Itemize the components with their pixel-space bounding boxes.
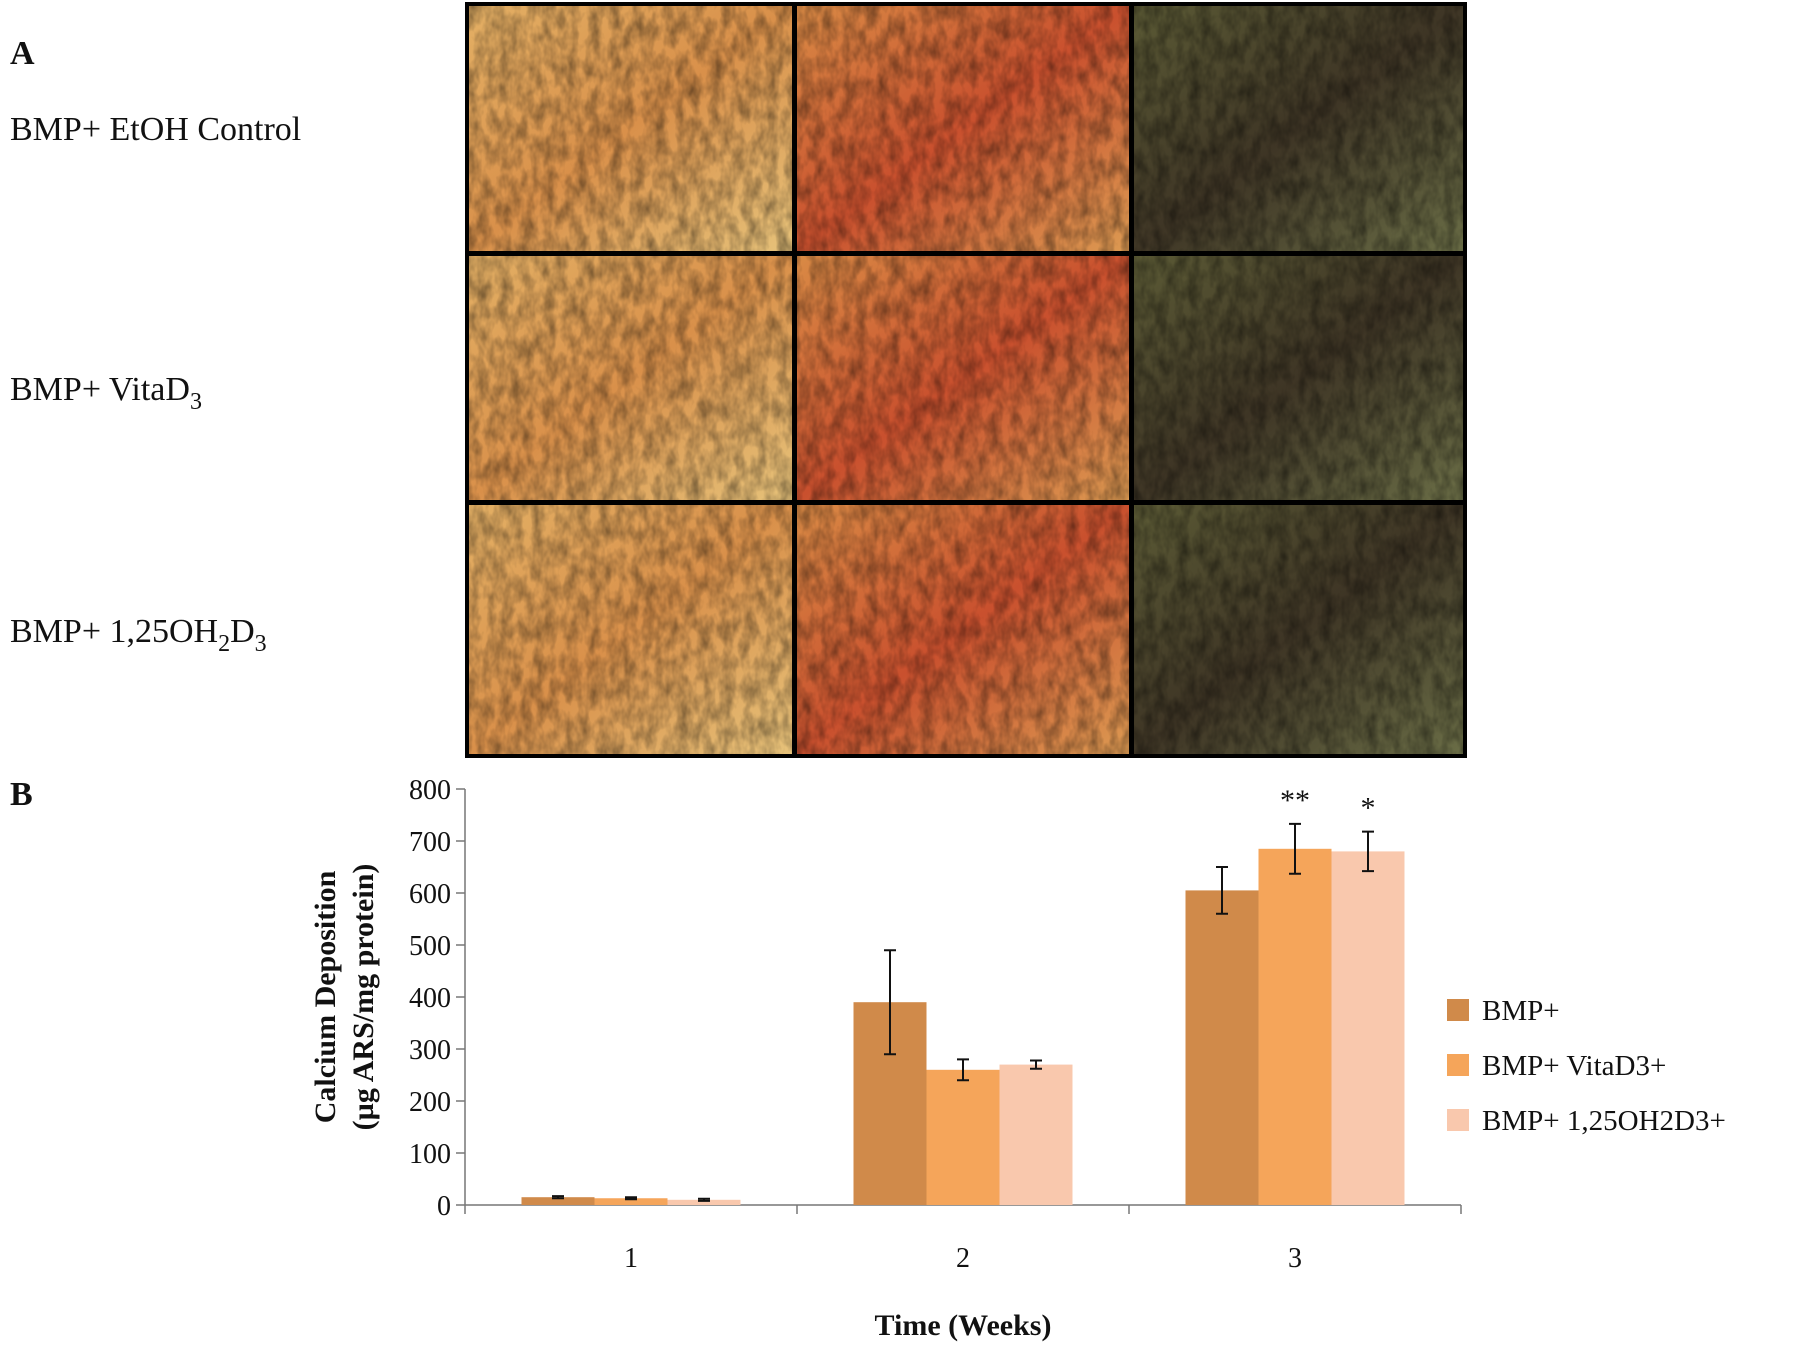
error-bar — [957, 1058, 969, 1082]
label-segment: 2 — [218, 631, 230, 657]
x-tick-label: 3 — [1288, 1243, 1302, 1274]
x-axis-title: Time (Weeks) — [875, 1309, 1052, 1342]
label-segment: 3 — [255, 631, 267, 657]
error-bar — [552, 1195, 564, 1200]
x-tick-label: 2 — [956, 1243, 970, 1274]
bar — [1258, 848, 1332, 1205]
y-tick-label: 100 — [409, 1139, 451, 1170]
y-axis-title: Calcium Deposition — [309, 870, 342, 1123]
bar — [999, 1064, 1073, 1205]
bar — [521, 1197, 595, 1205]
error-bar — [884, 949, 896, 1056]
y-tick-label: 500 — [409, 931, 451, 962]
error-bar — [1216, 866, 1228, 915]
label-segment: BMP+ 1,25OH — [10, 613, 218, 650]
label-segment: BMP+ EtOH Control — [10, 111, 301, 148]
error-bar — [1362, 830, 1374, 873]
error-bar — [1289, 822, 1301, 875]
y-tick-label: 300 — [409, 1035, 451, 1066]
bar — [1331, 851, 1405, 1205]
label-segment: 3 — [190, 389, 202, 415]
y-tick-label: 600 — [409, 879, 451, 910]
error-bar — [698, 1197, 710, 1202]
bar — [1185, 890, 1259, 1205]
legend-swatch — [1447, 999, 1469, 1021]
label-segment: D — [230, 613, 255, 650]
y-tick-label: 200 — [409, 1087, 451, 1118]
x-tick-label: 1 — [624, 1243, 638, 1274]
legend-label: BMP+ 1,25OH2D3+ — [1482, 1105, 1726, 1137]
row-label: BMP+ 1,25OH2D3 — [10, 613, 267, 657]
bar — [594, 1198, 668, 1205]
y-tick-label: 800 — [409, 775, 451, 806]
error-bar — [625, 1196, 637, 1201]
significance-mark: * — [1361, 792, 1376, 825]
row-label: BMP+ VitaD3 — [10, 371, 202, 415]
label-segment: BMP+ VitaD — [10, 371, 190, 408]
panel-label: A — [10, 35, 35, 72]
row-label: BMP+ EtOH Control — [10, 111, 301, 148]
y-tick-label: 700 — [409, 827, 451, 858]
y-tick-label: 0 — [437, 1191, 451, 1222]
y-axis-title: (µg ARS/mg protein) — [347, 864, 380, 1131]
y-tick-label: 400 — [409, 983, 451, 1014]
legend-swatch — [1447, 1109, 1469, 1131]
significance-mark: ** — [1280, 784, 1310, 817]
cell-texture — [469, 6, 1463, 754]
micrograph-grid — [465, 2, 1467, 758]
panel-label: B — [10, 776, 33, 813]
error-bar — [1030, 1059, 1042, 1070]
legend-swatch — [1447, 1054, 1469, 1076]
bar — [667, 1199, 741, 1205]
legend-label: BMP+ — [1482, 995, 1560, 1027]
legend-label: BMP+ VitaD3+ — [1482, 1050, 1666, 1082]
bar — [926, 1069, 1000, 1205]
